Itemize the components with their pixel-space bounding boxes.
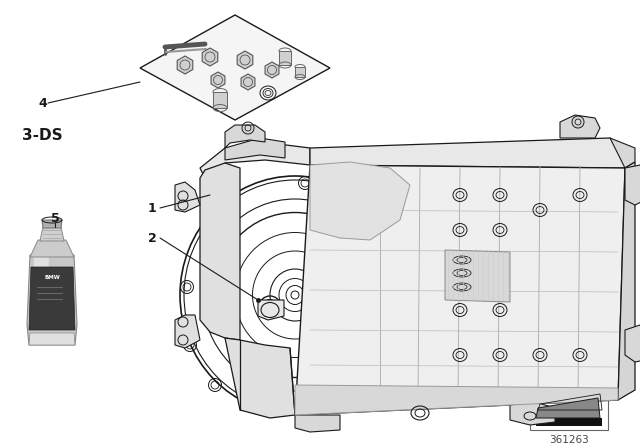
Polygon shape [445, 250, 510, 302]
Polygon shape [211, 72, 225, 88]
Text: 5: 5 [51, 211, 60, 224]
Polygon shape [536, 398, 600, 418]
Polygon shape [310, 162, 410, 240]
Polygon shape [295, 385, 618, 415]
Polygon shape [140, 15, 330, 120]
Polygon shape [29, 267, 75, 330]
Polygon shape [29, 333, 75, 345]
Polygon shape [40, 227, 64, 241]
Polygon shape [310, 138, 625, 168]
Polygon shape [237, 51, 253, 69]
Bar [530, 385, 608, 430]
Polygon shape [295, 165, 625, 415]
Polygon shape [213, 92, 227, 108]
Polygon shape [625, 165, 640, 205]
Polygon shape [618, 162, 635, 400]
Polygon shape [175, 182, 200, 212]
Text: 361263: 361263 [549, 435, 589, 445]
Polygon shape [27, 255, 77, 345]
Polygon shape [258, 300, 284, 320]
Polygon shape [175, 315, 200, 348]
Polygon shape [30, 240, 74, 257]
Text: BMW: BMW [44, 275, 60, 280]
Text: 4: 4 [38, 96, 47, 109]
Polygon shape [225, 338, 295, 418]
Polygon shape [225, 138, 285, 160]
Polygon shape [279, 51, 291, 65]
Text: 1: 1 [148, 202, 157, 215]
Polygon shape [200, 143, 310, 178]
Polygon shape [625, 325, 640, 362]
Polygon shape [295, 415, 340, 432]
Text: 3-DS: 3-DS [22, 128, 63, 142]
Polygon shape [177, 56, 193, 74]
Text: 2: 2 [148, 232, 157, 245]
Polygon shape [202, 48, 218, 66]
Polygon shape [241, 74, 255, 90]
Polygon shape [560, 115, 600, 138]
Polygon shape [265, 62, 279, 78]
Polygon shape [32, 257, 49, 323]
Polygon shape [225, 125, 265, 148]
Polygon shape [42, 220, 62, 228]
Bar [536, 418, 602, 426]
Polygon shape [610, 138, 635, 168]
Polygon shape [200, 163, 240, 340]
Polygon shape [295, 67, 305, 77]
Polygon shape [510, 402, 555, 425]
